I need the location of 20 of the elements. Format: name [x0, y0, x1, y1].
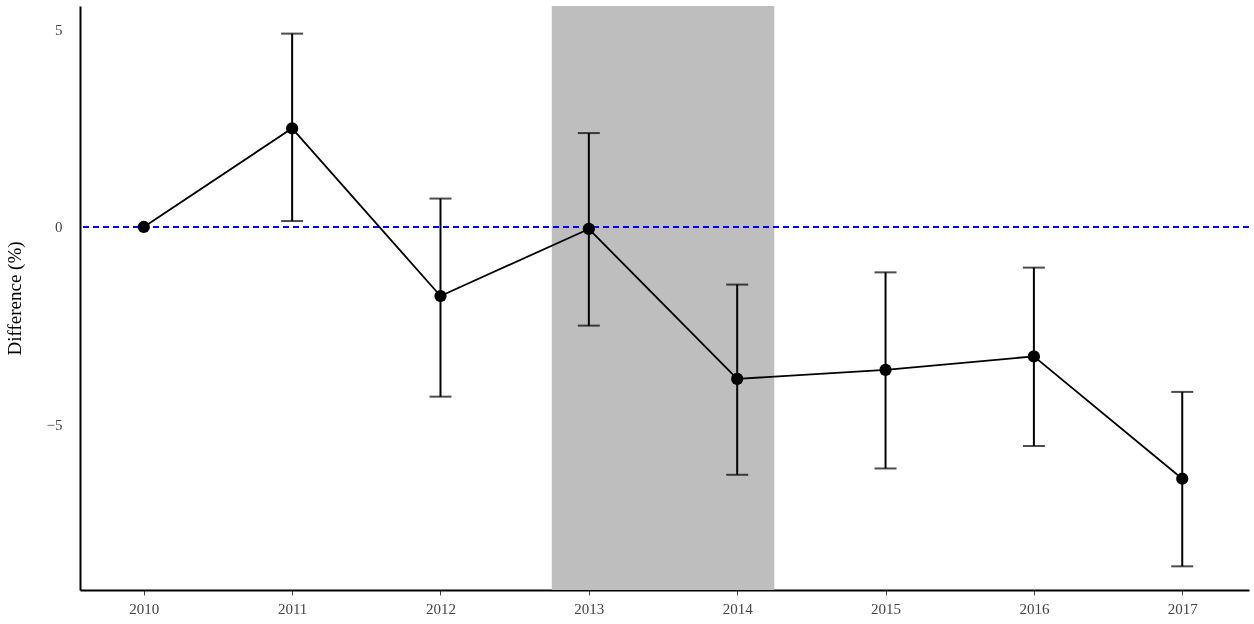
- y-tick-label: 0: [55, 219, 63, 236]
- point: [731, 372, 744, 385]
- point: [286, 122, 299, 135]
- x-tick-label: 2016: [1019, 600, 1050, 617]
- point: [1027, 350, 1041, 363]
- y-tick-label: −5: [46, 416, 63, 433]
- point: [137, 220, 150, 234]
- x-tick-label: 2011: [277, 600, 308, 617]
- x-tick-label: 2013: [574, 600, 605, 617]
- x-tick-label: 2012: [425, 600, 456, 617]
- y-tick-label: 5: [55, 22, 63, 39]
- point: [1176, 472, 1189, 485]
- x-tick-label: 2015: [871, 600, 902, 617]
- x-tick-label: 2017: [1167, 600, 1199, 617]
- point: [582, 222, 595, 236]
- point: [879, 363, 892, 376]
- x-tick-label: 2014: [722, 600, 754, 617]
- y-axis-title: Difference (%): [3, 241, 26, 356]
- x-tick-label: 2010: [129, 600, 160, 617]
- point: [434, 289, 447, 303]
